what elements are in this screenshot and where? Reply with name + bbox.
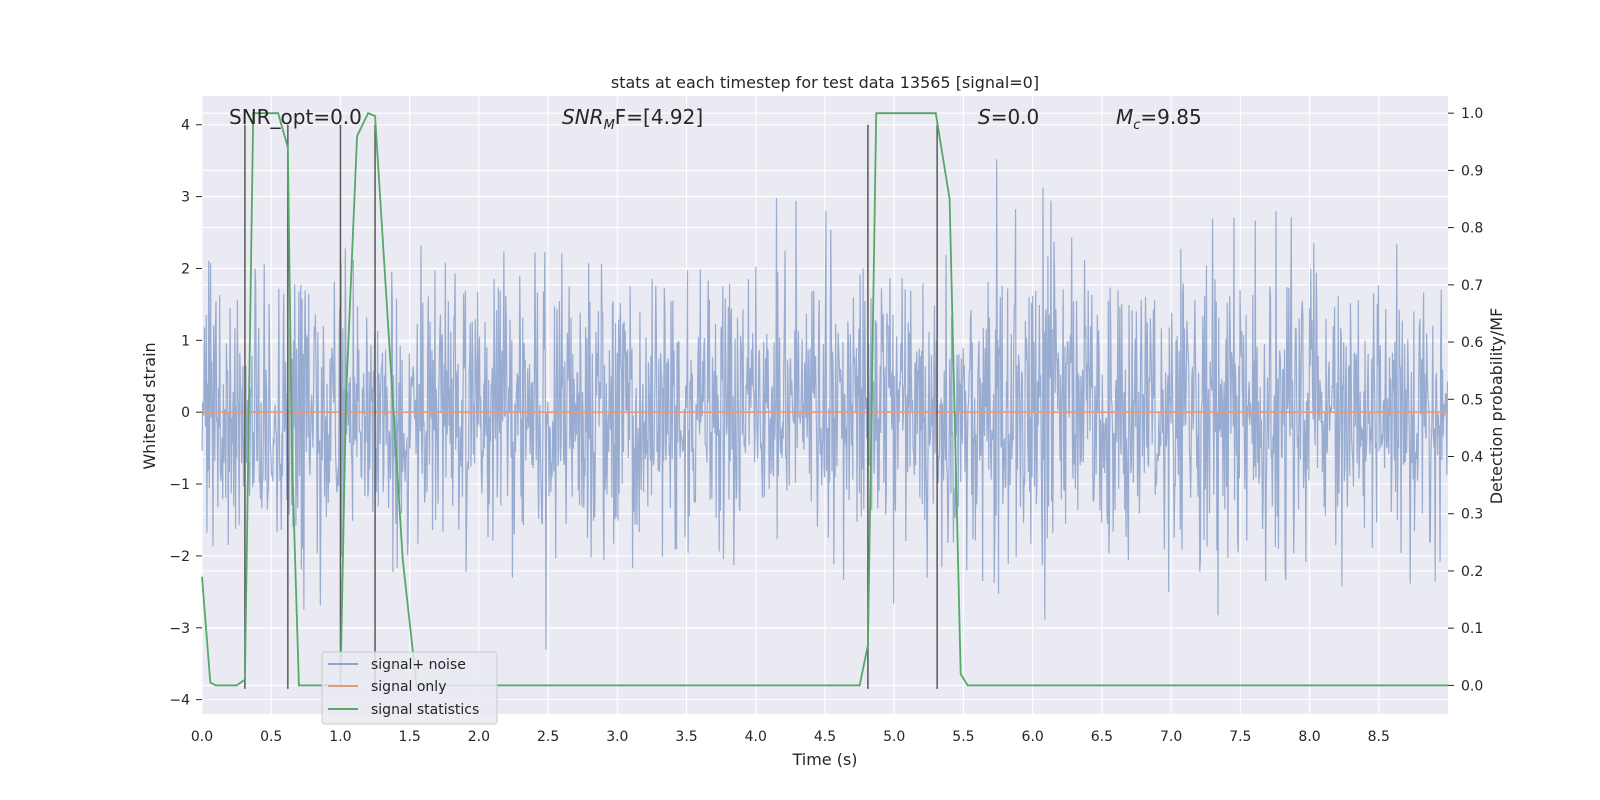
x-tick-label: 6.0 xyxy=(1022,729,1044,745)
x-tick-label: 0.0 xyxy=(191,729,213,745)
y-right-tick-label: 0.6 xyxy=(1461,335,1483,351)
x-tick-label: 2.0 xyxy=(468,729,490,745)
y-tick-label: −1 xyxy=(169,477,190,493)
annotation-snr-mf-value: F=[4.92] xyxy=(615,105,703,129)
y-right-tick-label: 0.0 xyxy=(1461,678,1483,694)
y-axis-left-ticks: −4 −3 −2 −1 0 1 2 3 4 xyxy=(169,118,202,709)
y-right-tick-label: 0.8 xyxy=(1461,221,1483,237)
x-tick-label: 3.5 xyxy=(675,729,697,745)
x-tick-label: 1.5 xyxy=(399,729,421,745)
y-axis-right-label: Detection probability/MF xyxy=(1487,308,1506,505)
legend-box xyxy=(321,651,498,725)
annotation-snr-mf-sub: M xyxy=(604,118,615,133)
y-right-tick-label: 0.4 xyxy=(1461,450,1483,466)
signal-statistics-line xyxy=(201,112,1448,687)
x-tick-label: 0.5 xyxy=(260,729,282,745)
x-tick-label: 8.5 xyxy=(1368,729,1390,745)
y-tick-label: 3 xyxy=(181,190,190,206)
y-tick-label: −2 xyxy=(169,549,190,565)
chart-title: stats at each timestep for test data 135… xyxy=(611,73,1039,92)
x-tick-label: 4.5 xyxy=(814,729,836,745)
x-tick-label: 8.0 xyxy=(1298,729,1320,745)
series-signal-statistics xyxy=(201,112,1448,687)
legend-label-signal-only: signal only xyxy=(371,679,446,695)
annotation-mc: Mc=9.85 xyxy=(1116,105,1202,133)
annotation-s: S=0.0 xyxy=(978,105,1039,129)
x-tick-label: 5.0 xyxy=(883,729,905,745)
y-right-tick-label: 1.0 xyxy=(1461,106,1483,122)
y-tick-label: 2 xyxy=(181,261,190,277)
annotation-s-value: =0.0 xyxy=(991,105,1040,129)
series-signal-noise xyxy=(201,159,1448,650)
x-tick-label: 7.0 xyxy=(1160,729,1182,745)
y-tick-label: −4 xyxy=(169,693,190,709)
y-tick-label: −3 xyxy=(169,621,190,637)
x-tick-label: 4.0 xyxy=(745,729,767,745)
x-tick-label: 6.5 xyxy=(1091,729,1113,745)
annotation-mc-sub: c xyxy=(1133,118,1140,133)
y-axis-right-ticks: 0.0 0.1 0.2 0.3 0.4 0.5 0.6 0.7 0.8 0.9 1.0 xyxy=(1448,106,1483,694)
annotation-snr-mf-base: SNR xyxy=(562,105,604,129)
y-tick-label: 1 xyxy=(181,333,190,349)
annotation-snr-mf: SNRMF=[4.92] xyxy=(562,105,703,133)
x-tick-label: 7.5 xyxy=(1229,729,1251,745)
annotation-mc-value: =9.85 xyxy=(1140,105,1201,129)
y-right-tick-label: 0.7 xyxy=(1461,278,1483,294)
signal-noise-line xyxy=(201,159,1448,650)
x-tick-label: 3.0 xyxy=(606,729,628,745)
annotation-mc-base: M xyxy=(1116,105,1133,129)
y-tick-label: 0 xyxy=(181,405,190,421)
legend: signal+ noise signal only signal statist… xyxy=(321,651,498,725)
x-tick-label: 2.5 xyxy=(537,729,559,745)
legend-label-signal-statistics: signal statistics xyxy=(371,702,479,718)
y-right-tick-label: 0.1 xyxy=(1461,621,1483,637)
y-right-tick-label: 0.3 xyxy=(1461,507,1483,523)
x-axis-ticks: 0.0 0.5 1.0 1.5 2.0 2.5 3.0 3.5 4.0 4.5 5.0 5.5 6.0 6… xyxy=(191,729,1390,745)
y-right-tick-label: 0.5 xyxy=(1461,392,1483,408)
y-right-tick-label: 0.2 xyxy=(1461,564,1483,580)
y-axis-label: Whitened strain xyxy=(140,342,159,469)
annotation-s-base: S xyxy=(978,105,991,129)
y-right-tick-label: 0.9 xyxy=(1461,163,1483,179)
y-tick-label: 4 xyxy=(181,118,190,134)
x-tick-label: 1.0 xyxy=(329,729,351,745)
x-tick-label: 5.5 xyxy=(952,729,974,745)
x-axis-label: Time (s) xyxy=(791,750,857,769)
legend-label-signal-noise: signal+ noise xyxy=(371,657,466,673)
annotation-snr-opt: SNR_opt=0.0 xyxy=(229,105,362,129)
